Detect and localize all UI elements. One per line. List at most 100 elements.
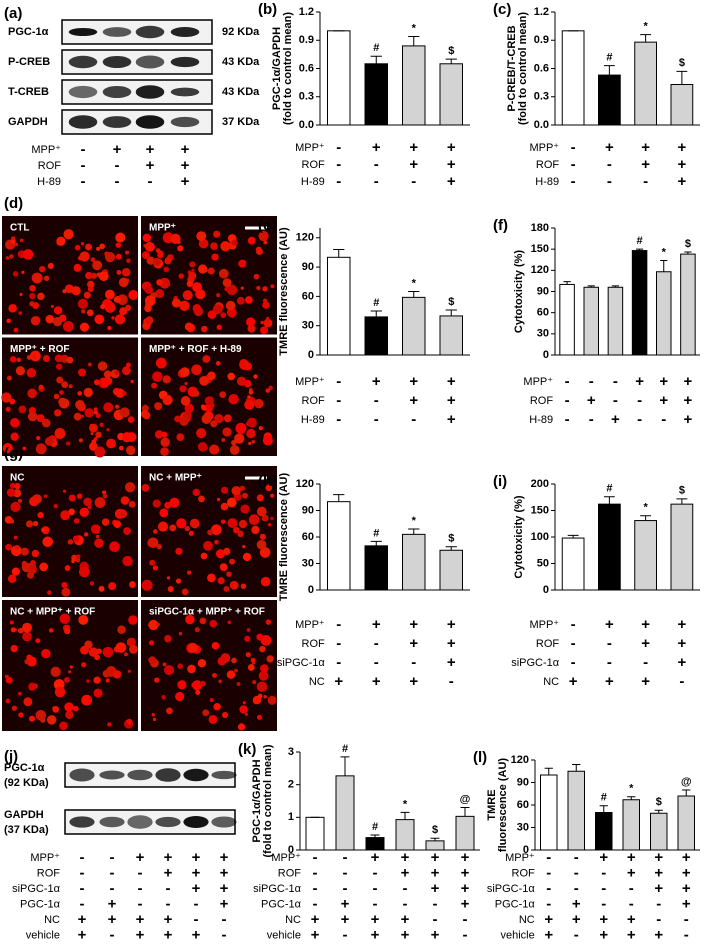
blot-band	[135, 55, 165, 69]
cell	[196, 428, 207, 439]
cell	[144, 241, 155, 252]
cell	[192, 282, 203, 293]
bar	[439, 63, 463, 126]
bar	[395, 819, 415, 851]
cell	[55, 363, 63, 370]
cell	[115, 232, 126, 243]
cell	[152, 499, 161, 508]
cell	[77, 255, 83, 261]
condition-sign: +	[627, 849, 636, 866]
bar	[598, 74, 621, 126]
cell	[128, 290, 139, 301]
cell	[35, 443, 47, 455]
cell	[203, 540, 213, 551]
cell	[128, 615, 138, 625]
cell	[37, 512, 44, 519]
cell	[67, 670, 72, 674]
y-tick-label: 0	[543, 349, 549, 361]
condition-sign: -	[336, 616, 341, 633]
cell	[63, 677, 70, 683]
cell	[130, 379, 134, 384]
cell	[155, 248, 161, 253]
condition-sign: +	[641, 139, 650, 156]
cell	[267, 522, 272, 527]
bar	[561, 30, 585, 126]
cell	[23, 697, 33, 707]
cell	[221, 486, 229, 494]
cell	[187, 570, 192, 575]
cell	[100, 377, 110, 387]
cell	[14, 483, 21, 490]
condition-sign: -	[343, 849, 348, 866]
condition-sign: +	[682, 880, 691, 897]
cell	[26, 654, 33, 661]
condition-sign: -	[571, 139, 576, 156]
cell	[259, 547, 271, 558]
condition-sign: +	[192, 849, 201, 866]
y-tick-label: 120	[296, 478, 314, 490]
cell	[101, 518, 110, 526]
cell	[256, 714, 263, 720]
cell	[260, 635, 272, 646]
y-axis-label: PGC-1α/GAPDH	[271, 27, 283, 110]
cell	[156, 622, 160, 627]
error-bar	[408, 291, 420, 298]
condition-sign: +	[409, 373, 418, 390]
condition-sign: -	[613, 373, 618, 390]
condition-sign: +	[220, 895, 229, 912]
condition-sign: +	[78, 926, 87, 943]
condition-sign: +	[599, 911, 608, 928]
blot-band	[99, 770, 125, 780]
cell	[217, 577, 225, 585]
condition-sign: -	[565, 373, 570, 390]
y-tick-label: 0	[543, 584, 549, 596]
cell	[95, 534, 100, 539]
cell	[43, 494, 48, 499]
cell	[105, 678, 110, 683]
blot-band	[102, 55, 132, 69]
cell	[262, 286, 268, 292]
cell	[231, 239, 238, 246]
cell	[199, 376, 209, 386]
bar	[670, 84, 694, 126]
cell	[38, 384, 44, 390]
condition-sign: +	[220, 864, 229, 881]
cell	[75, 400, 85, 410]
condition-sign: +	[401, 864, 410, 881]
cell	[217, 656, 227, 666]
cell	[93, 407, 98, 412]
cell	[176, 433, 185, 442]
cell	[78, 566, 90, 578]
y-axis-label: (fold to control mean)	[517, 12, 529, 125]
cell	[10, 627, 16, 633]
condition-sign: +	[677, 635, 686, 652]
cell	[149, 559, 156, 566]
cell	[211, 641, 220, 650]
condition-sign: -	[313, 880, 318, 897]
cell	[236, 296, 245, 305]
cell	[26, 368, 37, 378]
bar	[567, 770, 585, 851]
cell	[78, 368, 87, 377]
cell	[248, 514, 260, 526]
cell	[39, 265, 46, 273]
condition-sign: +	[146, 157, 155, 174]
cell	[259, 664, 269, 673]
condition-sign: -	[546, 849, 551, 866]
y-axis-label: Cytotoxicity (%)	[513, 495, 525, 578]
cell	[5, 543, 12, 551]
cell	[220, 312, 227, 319]
cell	[80, 241, 85, 246]
cell	[54, 686, 66, 698]
blot-band	[170, 27, 200, 37]
cell	[102, 493, 108, 499]
blot-size: (92 KDa)	[4, 777, 49, 789]
condition-sign: +	[164, 849, 173, 866]
cell	[54, 409, 62, 417]
cell	[15, 366, 25, 376]
cell	[94, 446, 106, 458]
condition-sign: +	[146, 141, 155, 158]
y-tick-label: 90	[517, 776, 529, 788]
cell	[253, 273, 260, 280]
annotation: #	[373, 527, 379, 539]
